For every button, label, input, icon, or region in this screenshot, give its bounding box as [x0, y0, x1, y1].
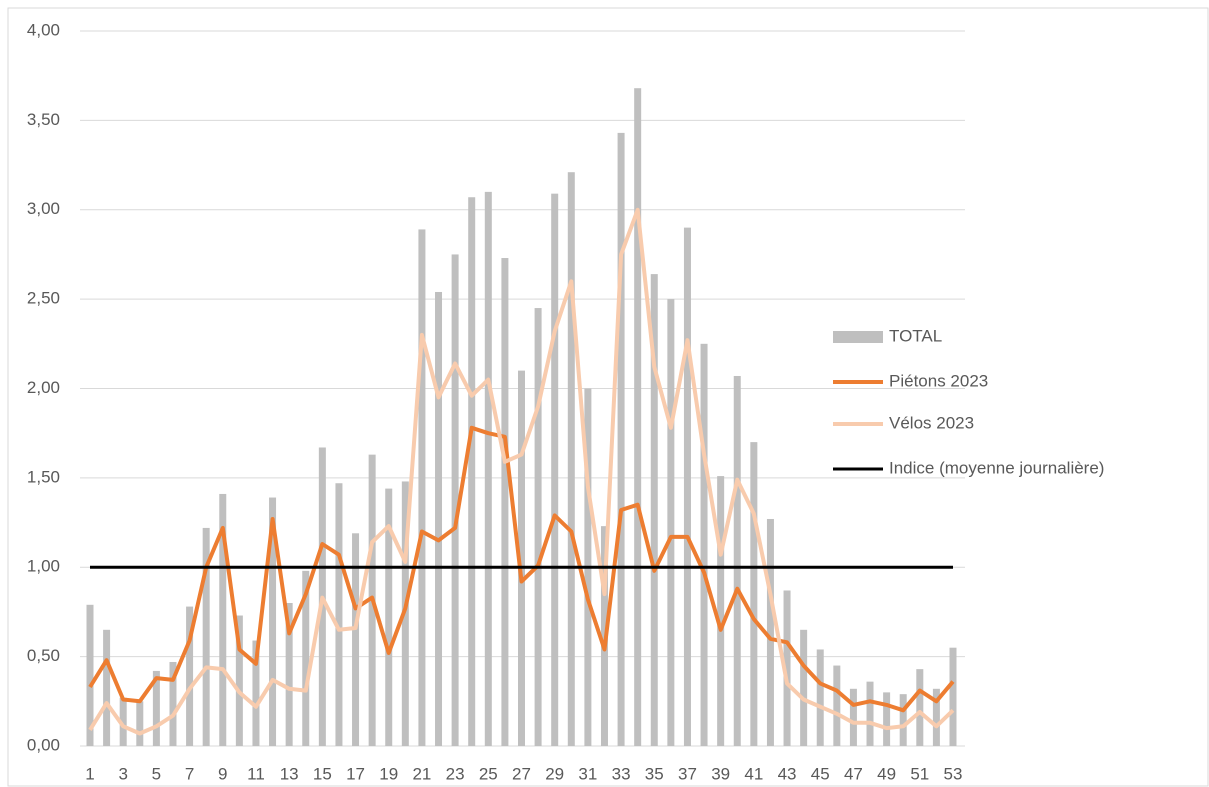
bar	[617, 132, 625, 746]
x-tick-label: 37	[678, 764, 697, 783]
x-tick-label: 19	[379, 764, 398, 783]
x-tick-label: 27	[512, 764, 531, 783]
bar	[186, 606, 194, 746]
bar	[567, 172, 575, 746]
x-tick-label: 35	[645, 764, 664, 783]
bar	[634, 88, 642, 746]
bar	[169, 661, 177, 746]
bar	[833, 665, 841, 746]
bar	[202, 527, 210, 746]
x-tick-label: 49	[877, 764, 896, 783]
x-tick-label: 41	[744, 764, 763, 783]
bar	[235, 615, 243, 746]
x-tick-label: 45	[811, 764, 830, 783]
x-tick-label: 31	[578, 764, 597, 783]
bar	[103, 629, 111, 746]
y-tick-label: 1,00	[27, 557, 60, 576]
x-tick-label: 1	[85, 764, 94, 783]
bar	[783, 590, 791, 746]
bar	[816, 649, 824, 746]
bar	[849, 688, 857, 746]
x-tick-label: 51	[910, 764, 929, 783]
bar	[866, 681, 874, 746]
bar	[650, 274, 658, 746]
bar	[484, 191, 492, 746]
bar	[385, 488, 393, 746]
line-series	[88, 207, 955, 736]
bar	[352, 533, 360, 746]
bar	[86, 604, 94, 746]
bar	[501, 258, 509, 746]
x-tick-label: 17	[346, 764, 365, 783]
x-tick-label: 9	[218, 764, 227, 783]
legend-label: Indice (moyenne journalière)	[889, 458, 1104, 477]
bar	[335, 483, 343, 746]
x-tick-label: 3	[118, 764, 127, 783]
y-tick-label: 0,00	[27, 735, 60, 754]
bar	[418, 229, 426, 747]
y-tick-label: 2,50	[27, 289, 60, 308]
bar	[285, 603, 293, 746]
bar	[152, 670, 160, 746]
bar	[733, 375, 741, 746]
legend-label: Vélos 2023	[889, 413, 974, 432]
chart-frame	[7, 7, 1209, 787]
bar	[717, 476, 725, 746]
x-tick-label: 11	[247, 764, 265, 783]
legend-label: Piétons 2023	[889, 371, 988, 390]
bar	[451, 254, 459, 746]
bar	[916, 669, 924, 746]
x-tick-label: 15	[313, 764, 332, 783]
x-tick-label: 5	[152, 764, 161, 783]
y-tick-label: 3,00	[27, 199, 60, 218]
bar	[700, 343, 708, 746]
x-tick-label: 33	[612, 764, 631, 783]
x-tick-label: 7	[185, 764, 194, 783]
bar	[551, 193, 559, 747]
y-tick-label: 1,50	[27, 467, 60, 486]
x-tick-label: 13	[280, 764, 299, 783]
legend-label: TOTAL	[889, 326, 942, 345]
bar	[949, 647, 957, 746]
bar	[883, 692, 891, 746]
x-tick-label: 23	[446, 764, 465, 783]
x-tick-label: 21	[412, 764, 431, 783]
bar	[683, 227, 691, 746]
y-tick-label: 2,00	[27, 378, 60, 397]
bar	[136, 701, 144, 746]
legend-swatch	[833, 331, 883, 343]
bar	[302, 570, 310, 746]
y-tick-label: 4,00	[27, 20, 60, 39]
bar	[899, 694, 907, 746]
bar	[119, 697, 127, 746]
x-tick-label: 53	[944, 764, 963, 783]
bar	[219, 493, 227, 746]
bar	[766, 518, 774, 746]
bar	[932, 688, 940, 746]
line-series	[88, 425, 955, 713]
x-tick-label: 39	[711, 764, 730, 783]
bar	[518, 370, 525, 746]
bar	[252, 640, 260, 746]
y-tick-label: 0,50	[27, 646, 60, 665]
bar	[750, 442, 758, 746]
bar	[435, 291, 443, 746]
bar	[800, 629, 808, 746]
x-tick-label: 25	[479, 764, 498, 783]
bar	[269, 497, 277, 746]
x-tick-label: 47	[844, 764, 863, 783]
bar	[468, 197, 476, 747]
bar	[667, 299, 675, 746]
x-tick-label: 29	[545, 764, 564, 783]
bar	[534, 308, 542, 746]
x-tick-label: 43	[778, 764, 797, 783]
y-tick-label: 3,50	[27, 110, 60, 129]
